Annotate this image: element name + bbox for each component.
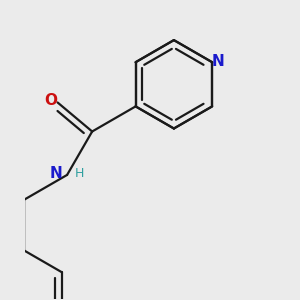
Text: N: N (212, 53, 224, 68)
Text: H: H (74, 167, 84, 180)
Text: N: N (50, 166, 63, 181)
Text: O: O (44, 93, 57, 108)
